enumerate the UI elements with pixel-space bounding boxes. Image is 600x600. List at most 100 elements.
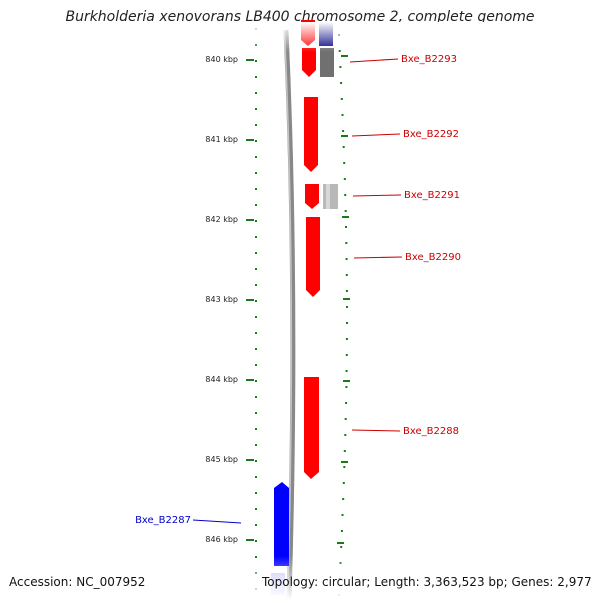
- minor-tick: [345, 402, 348, 404]
- minor-tick: [255, 412, 257, 414]
- minor-tick: [345, 274, 348, 276]
- gene-label-bxe-b2293[interactable]: Bxe_B2293: [401, 54, 457, 65]
- minor-tick: [255, 428, 257, 430]
- minor-tick: [255, 124, 257, 126]
- gene-label-group: Bxe_B2290: [353, 252, 461, 263]
- minor-tick: [255, 332, 257, 334]
- minor-tick: [345, 242, 348, 244]
- minor-tick: [255, 316, 257, 318]
- minor-tick: [255, 540, 257, 542]
- minor-tick: [344, 434, 347, 436]
- minor-tick: [255, 476, 257, 478]
- minor-tick: [345, 338, 348, 340]
- gene-label-group: Bxe_B2293: [349, 54, 457, 65]
- gene-label-bxe-b2290[interactable]: Bxe_B2290: [405, 252, 461, 263]
- minor-tick: [344, 418, 347, 420]
- gene-label-bxe-b2287[interactable]: Bxe_B2287: [135, 515, 191, 526]
- tick-label: 840 kbp: [205, 55, 238, 64]
- minor-tick: [255, 268, 257, 270]
- minor-tick: [346, 322, 348, 324]
- backbone: [283, 29, 296, 600]
- minor-tick: [255, 348, 257, 350]
- tick-845kbp: 845 kbp: [205, 455, 254, 464]
- minor-tick: [255, 492, 257, 494]
- gene-arrow-bxe-b2291: [305, 184, 319, 209]
- minor-tick: [255, 252, 257, 254]
- minor-tick: [255, 76, 257, 78]
- tick-label: 845 kbp: [205, 455, 238, 464]
- minor-tick: [255, 364, 257, 366]
- forward-strand-features: [301, 20, 320, 479]
- minor-tick: [342, 146, 345, 148]
- minor-tick: [342, 498, 345, 500]
- minor-tick: [345, 258, 348, 260]
- minor-tick: [255, 460, 257, 462]
- gene-arrow-bxe-b2287: [274, 482, 289, 566]
- tick-842kbp: 842 kbp: [205, 215, 254, 224]
- minor-tick: [343, 450, 346, 452]
- minor-tick: [344, 194, 347, 196]
- gene-label-bxe-b2291[interactable]: Bxe_B2291: [404, 190, 460, 201]
- minor-tick: [341, 514, 344, 516]
- minor-tick: [345, 354, 348, 356]
- minor-tick: [340, 546, 343, 548]
- minor-tick: [255, 172, 257, 174]
- minor-tick: [255, 140, 257, 142]
- minor-tick: [255, 236, 257, 238]
- tick-label: 842 kbp: [205, 215, 238, 224]
- minor-tick: [255, 524, 257, 526]
- minor-tick: [344, 210, 347, 212]
- minor-tick: [255, 396, 257, 398]
- minor-tick: [340, 530, 343, 532]
- bottom-fade: [0, 556, 600, 600]
- gene-label-group: Bxe_B2287: [135, 515, 242, 526]
- minor-tick: [255, 444, 257, 446]
- minor-tick: [255, 284, 257, 286]
- minor-tick: [255, 60, 257, 62]
- scale-ticks: 840 kbp 841 kbp 842 kbp 843 kbp 844 kbp …: [205, 55, 350, 544]
- minor-tick: [343, 178, 346, 180]
- tick-841kbp: 841 kbp: [205, 135, 254, 144]
- tick-846kbp: 846 kbp: [205, 535, 254, 544]
- minor-tick: [255, 508, 257, 510]
- tick-844kbp: 844 kbp: [205, 375, 254, 384]
- top-fade: [0, 22, 600, 52]
- minor-tick: [255, 92, 257, 94]
- minor-tick: [343, 466, 346, 468]
- minor-tick: [255, 220, 257, 222]
- map-title: Burkholderia xenovorans LB400 chromosome…: [65, 9, 535, 25]
- feature-light-grey: [323, 184, 338, 209]
- gene-arrow-bxe-b2292: [304, 97, 318, 172]
- gene-label-group: Bxe_B2292: [351, 129, 459, 140]
- gene-label-group: Bxe_B2288: [351, 426, 459, 437]
- minor-tick: [342, 130, 345, 132]
- minor-tick: [255, 156, 257, 158]
- minor-ticks-right: [338, 34, 348, 596]
- minor-tick: [255, 380, 257, 382]
- minor-tick: [255, 204, 257, 206]
- minor-tick: [345, 386, 348, 388]
- tick-label: 844 kbp: [205, 375, 238, 384]
- feature-light-grey-highlight: [326, 184, 330, 209]
- minor-tick: [255, 108, 257, 110]
- gene-arrow-bxe-b2290: [306, 217, 320, 297]
- gene-label-group: Bxe_B2291: [352, 190, 460, 201]
- minor-tick: [343, 162, 346, 164]
- topology-summary: Topology: circular; Length: 3,363,523 bp…: [262, 575, 592, 589]
- minor-tick: [255, 188, 257, 190]
- tick-label: 841 kbp: [205, 135, 238, 144]
- accession-text: Accession: NC_007952: [9, 575, 146, 589]
- tick-label: 843 kbp: [205, 295, 238, 304]
- minor-tick: [340, 82, 343, 84]
- minor-tick: [345, 370, 348, 372]
- minor-tick: [345, 226, 347, 228]
- minor-tick: [346, 306, 348, 308]
- tick-843kbp: 843 kbp: [205, 295, 254, 304]
- minor-ticks-left: [255, 28, 257, 590]
- minor-tick: [340, 98, 343, 100]
- gene-label-bxe-b2288[interactable]: Bxe_B2288: [403, 426, 459, 437]
- gene-label-bxe-b2292[interactable]: Bxe_B2292: [403, 129, 459, 140]
- minor-tick: [345, 290, 348, 292]
- minor-tick: [339, 66, 342, 68]
